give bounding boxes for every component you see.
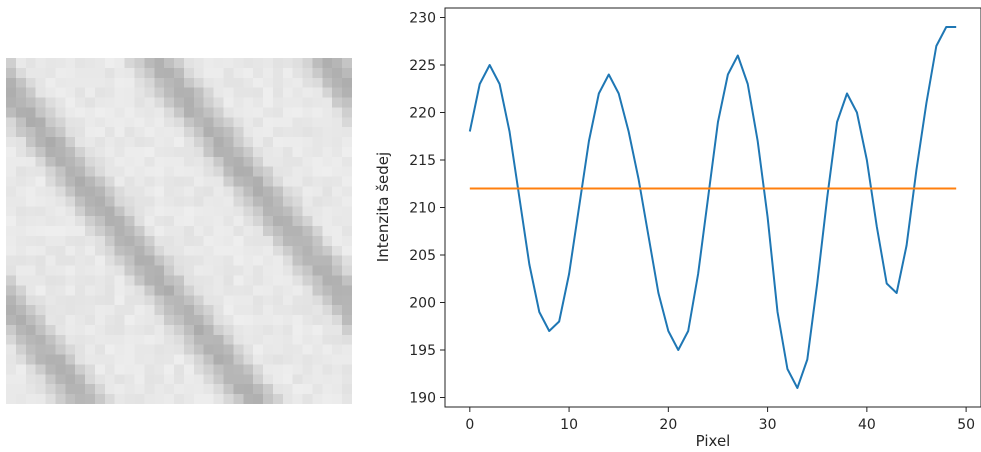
- plot-marks: [468, 26, 957, 389]
- x-tick-label: 30: [759, 417, 777, 433]
- x-axis-ticks: 0 10 20 30 40 50: [465, 407, 975, 433]
- y-tick-label: 195: [409, 343, 436, 359]
- series-line-1: [468, 26, 957, 389]
- y-tick-label: 215: [409, 153, 436, 169]
- x-tick-label: 0: [465, 417, 474, 433]
- x-axis-title: Pixel: [696, 432, 731, 450]
- y-tick-label: 220: [409, 106, 436, 122]
- y-tick-label: 200: [409, 296, 436, 312]
- x-tick-label: 10: [560, 417, 578, 433]
- y-axis-title: Intenzita šedej: [374, 152, 392, 262]
- plot-frame: [444, 7, 981, 408]
- x-tick-label: 50: [957, 417, 975, 433]
- y-tick-label: 205: [409, 248, 436, 264]
- y-tick-label: 230: [409, 11, 436, 27]
- y-tick-label: 225: [409, 58, 436, 74]
- x-tick-label: 40: [858, 417, 876, 433]
- y-tick-label: 190: [409, 391, 436, 407]
- x-tick-label: 20: [659, 417, 677, 433]
- grayscale-image-crop: [6, 58, 352, 404]
- y-tick-label: 210: [409, 201, 436, 217]
- y-axis-ticks: 190 195 200 205 210 215 220 225 230: [409, 11, 445, 407]
- image-canvas: [6, 58, 352, 404]
